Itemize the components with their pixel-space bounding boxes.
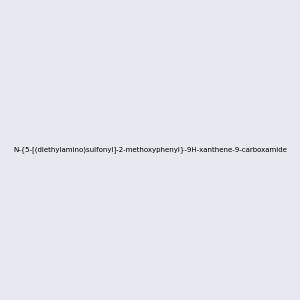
Text: N-{5-[(diethylamino)sulfonyl]-2-methoxyphenyl}-9H-xanthene-9-carboxamide: N-{5-[(diethylamino)sulfonyl]-2-methoxyp…	[13, 147, 287, 153]
